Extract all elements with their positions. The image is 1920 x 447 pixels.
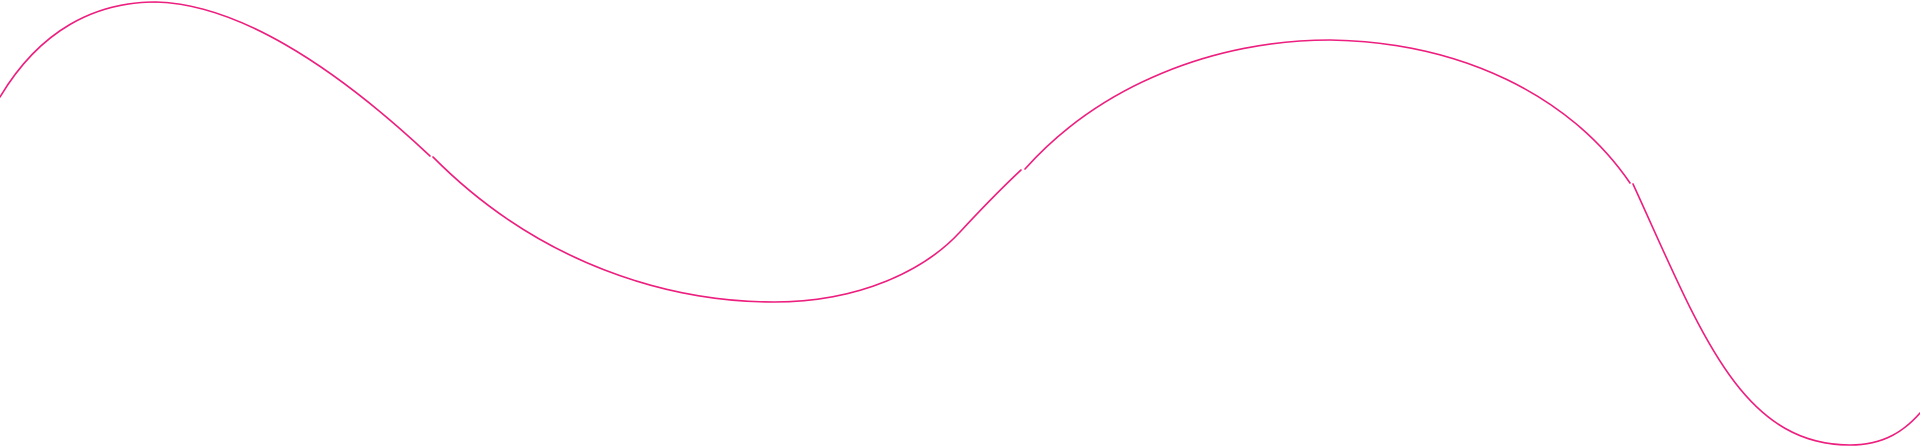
wave-segment-2 bbox=[432, 156, 1022, 303]
wave-segment-1 bbox=[0, 1, 431, 157]
wave-segment-3 bbox=[1024, 39, 1631, 184]
wave-segment-4 bbox=[1632, 183, 1920, 446]
